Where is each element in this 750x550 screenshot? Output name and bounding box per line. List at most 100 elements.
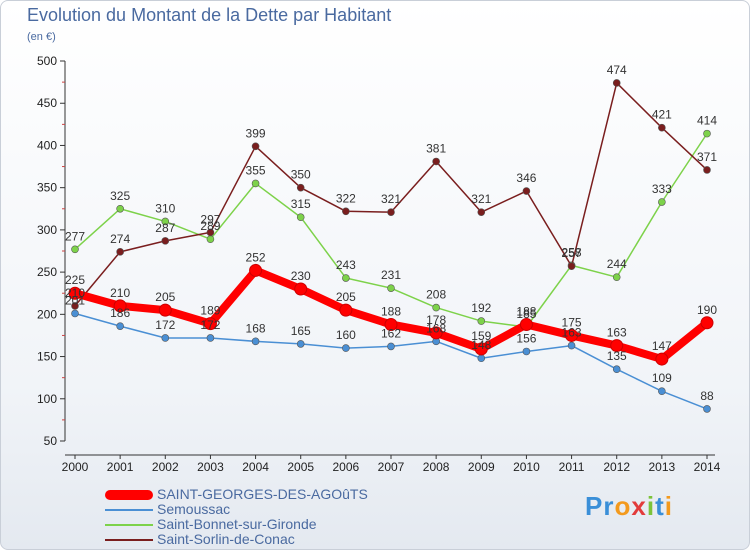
proxiti-logo: Proxiti: [585, 491, 673, 521]
series-point-3: [655, 352, 669, 366]
legend-item-semoussac: Semoussac: [105, 502, 368, 517]
series-point-1: [206, 235, 215, 243]
legend-item-saint-sorlin: Saint-Sorlin-de-Conac: [105, 532, 368, 547]
series-point-2: [342, 207, 350, 216]
series-point-1: [296, 213, 305, 222]
data-label-2: 371: [697, 150, 717, 164]
series-point-3: [158, 303, 172, 317]
y-tick-label: 150: [37, 350, 57, 364]
data-label-2: 381: [426, 141, 446, 155]
data-label-0: 163: [562, 326, 582, 340]
data-label-2: 210: [65, 286, 85, 300]
chart-subtitle: (en €): [27, 31, 56, 43]
data-label-2: 321: [381, 192, 401, 206]
data-label-3: 210: [110, 286, 130, 300]
series-point-2: [116, 248, 124, 256]
series-point-2: [387, 208, 395, 216]
series-point-3: [610, 339, 624, 353]
series-point-0: [251, 337, 260, 346]
series-point-0: [116, 322, 124, 330]
data-label-0: 172: [155, 318, 175, 332]
series-point-2: [522, 187, 531, 195]
legend-label-saint-georges: SAINT-GEORGES-DES-AGOûTS: [157, 486, 368, 502]
series-point-2: [658, 123, 666, 132]
series-point-2: [251, 142, 260, 151]
series-point-1: [161, 217, 170, 226]
x-tick-label: 2002: [152, 460, 179, 474]
data-label-1: 231: [381, 268, 401, 282]
data-label-1: 243: [336, 258, 356, 272]
series-point-1: [342, 274, 350, 282]
data-label-3: 175: [562, 315, 582, 329]
data-label-1: 258: [562, 245, 582, 259]
series-point-1: [612, 273, 621, 281]
data-label-2: 297: [200, 212, 220, 226]
data-label-2: 257: [562, 246, 582, 260]
series-point-3: [249, 263, 263, 277]
series-point-2: [477, 208, 486, 216]
data-label-1: 355: [246, 163, 266, 177]
series-point-3: [203, 317, 217, 331]
y-tick-label: 300: [37, 223, 57, 237]
y-tick-label: 400: [37, 138, 57, 152]
legend-swatch-saint-bonnet: [105, 523, 153, 526]
legend-swatch-saint-georges: [105, 489, 153, 500]
series-point-1: [477, 317, 486, 325]
series-point-0: [658, 387, 666, 395]
x-tick-label: 2006: [333, 460, 360, 474]
data-label-3: 188: [516, 304, 536, 318]
y-tick-label: 50: [44, 434, 58, 448]
data-label-1: 208: [426, 288, 446, 302]
data-label-1: 414: [697, 114, 717, 128]
series-point-0: [71, 309, 79, 318]
data-label-0: 162: [381, 326, 401, 340]
legend-label-saint-sorlin: Saint-Sorlin-de-Conac: [157, 531, 295, 547]
data-label-1: 185: [516, 307, 536, 321]
y-tick-label: 350: [37, 181, 57, 195]
y-tick-label: 100: [37, 392, 57, 406]
data-label-0: 109: [652, 371, 672, 385]
data-label-1: 310: [155, 201, 175, 215]
series-point-3: [113, 299, 127, 313]
data-label-3: 159: [471, 329, 491, 343]
data-label-1: 315: [291, 197, 311, 211]
series-point-3: [700, 316, 714, 330]
legend-swatch-semoussac: [105, 508, 153, 511]
series-point-0: [342, 344, 350, 352]
series-point-2: [703, 166, 711, 174]
data-label-3: 147: [652, 339, 672, 353]
data-label-2: 274: [110, 232, 130, 246]
series-point-1: [658, 198, 666, 206]
data-label-1: 192: [471, 301, 491, 315]
data-label-2: 421: [652, 108, 672, 122]
data-label-0: 172: [200, 318, 220, 332]
legend-swatch-saint-sorlin: [105, 538, 153, 541]
series-point-0: [206, 334, 215, 342]
data-label-2: 322: [336, 191, 356, 205]
y-tick-label: 450: [37, 96, 57, 110]
y-tick-label: 200: [37, 307, 57, 321]
series-point-3: [68, 286, 82, 300]
data-label-0: 168: [426, 321, 446, 335]
series-point-2: [612, 79, 621, 87]
data-label-2: 321: [471, 192, 491, 206]
x-tick-label: 2001: [107, 460, 134, 474]
data-label-3: 188: [381, 304, 401, 318]
data-label-2: 350: [291, 168, 311, 182]
series-point-0: [387, 342, 395, 351]
data-label-3: 252: [246, 250, 266, 264]
data-label-0: 88: [700, 389, 714, 403]
x-tick-label: 2007: [378, 460, 405, 474]
legend-label-semoussac: Semoussac: [157, 501, 231, 517]
data-label-3: 163: [607, 326, 627, 340]
data-label-3: 205: [155, 290, 175, 304]
series-point-2: [206, 228, 215, 237]
series-point-3: [339, 303, 353, 317]
x-tick-label: 2008: [423, 460, 450, 474]
x-tick-label: 2011: [559, 460, 585, 474]
series-point-1: [703, 129, 711, 138]
data-label-0: 165: [291, 324, 311, 338]
data-label-3: 205: [336, 290, 356, 304]
series-point-0: [296, 340, 305, 348]
series-point-3: [294, 282, 308, 296]
